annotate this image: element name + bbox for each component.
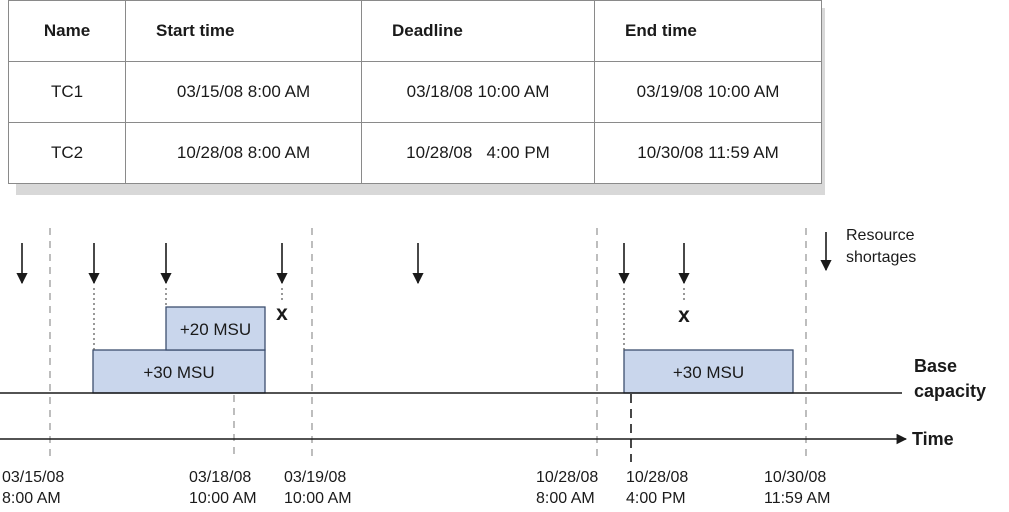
time-label-date: 10/28/08 <box>626 469 688 486</box>
dotted-connectors <box>93 288 685 350</box>
time-label-time: 10:00 AM <box>189 490 257 507</box>
time-label-date: 10/28/08 <box>536 469 598 486</box>
capacity-boxes: +30 MSU +20 MSU +30 MSU <box>92 306 794 394</box>
time-axis-label: Time <box>912 429 954 449</box>
failure-x-icon: x <box>678 304 690 327</box>
time-label-date: 10/30/08 <box>764 469 826 486</box>
header-deadline: Deadline <box>361 0 595 62</box>
time-label-time: 4:00 PM <box>626 490 686 507</box>
tc1-capacity-box-30 <box>92 349 266 394</box>
row-tc2-name: TC2 <box>8 122 126 184</box>
header-end-time: End time <box>594 0 822 62</box>
row-tc1-end: 03/19/08 10:00 AM <box>594 61 822 123</box>
table-row: TC2 10/28/08 8:00 AM 10/28/08 4:00 PM 10… <box>8 122 822 184</box>
time-label-date: 03/18/08 <box>189 469 251 486</box>
time-labels: 03/15/08 8:00 AM 03/18/08 10:00 AM 03/19… <box>2 469 830 507</box>
table-header-row: Name Start time Deadline End time <box>8 0 822 62</box>
resource-shortage-arrows <box>16 232 832 285</box>
time-label-time: 8:00 AM <box>2 490 61 507</box>
tc1-capacity-box-20 <box>165 306 266 351</box>
row-tc2-start: 10/28/08 8:00 AM <box>125 122 362 184</box>
schedule-table: Name Start time Deadline End time TC1 03… <box>8 0 822 184</box>
tc2-capacity-label-30: +30 MSU <box>673 363 744 382</box>
tc2-capacity-box-30 <box>623 349 794 394</box>
time-label-time: 10:00 AM <box>284 490 352 507</box>
tc1-capacity-label-30: +30 MSU <box>143 363 214 382</box>
tc1-capacity-label-20: +20 MSU <box>180 320 251 339</box>
time-label-time: 11:59 AM <box>764 490 830 507</box>
time-marker-lines <box>49 228 807 458</box>
base-capacity-label-line2: capacity <box>914 381 986 401</box>
header-name: Name <box>8 0 126 62</box>
table-row: TC1 03/15/08 8:00 AM 03/18/08 10:00 AM 0… <box>8 61 822 123</box>
row-tc2-end: 10/30/08 11:59 AM <box>594 122 822 184</box>
time-label-date: 03/15/08 <box>2 469 64 486</box>
row-tc2-deadline: 10/28/08 4:00 PM <box>361 122 595 184</box>
row-tc1-start: 03/15/08 8:00 AM <box>125 61 362 123</box>
legend-label-line2: shortages <box>846 249 916 266</box>
row-tc1-deadline: 03/18/08 10:00 AM <box>361 61 595 123</box>
failure-x-icon: x <box>276 302 288 325</box>
time-label-date: 03/19/08 <box>284 469 346 486</box>
legend-label-line1: Resource <box>846 227 915 244</box>
time-label-time: 8:00 AM <box>536 490 595 507</box>
base-capacity-label-line1: Base <box>914 356 957 376</box>
